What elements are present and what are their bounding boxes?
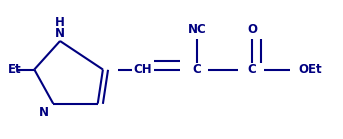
Text: NC: NC [188, 23, 206, 36]
Text: N: N [55, 27, 65, 40]
Text: OEt: OEt [299, 63, 322, 76]
Text: C: C [193, 63, 202, 76]
Text: CH: CH [133, 63, 152, 76]
Text: C: C [248, 63, 257, 76]
Text: O: O [247, 23, 257, 36]
Text: Et: Et [8, 63, 21, 76]
Text: N: N [39, 106, 49, 119]
Text: H: H [55, 16, 65, 29]
